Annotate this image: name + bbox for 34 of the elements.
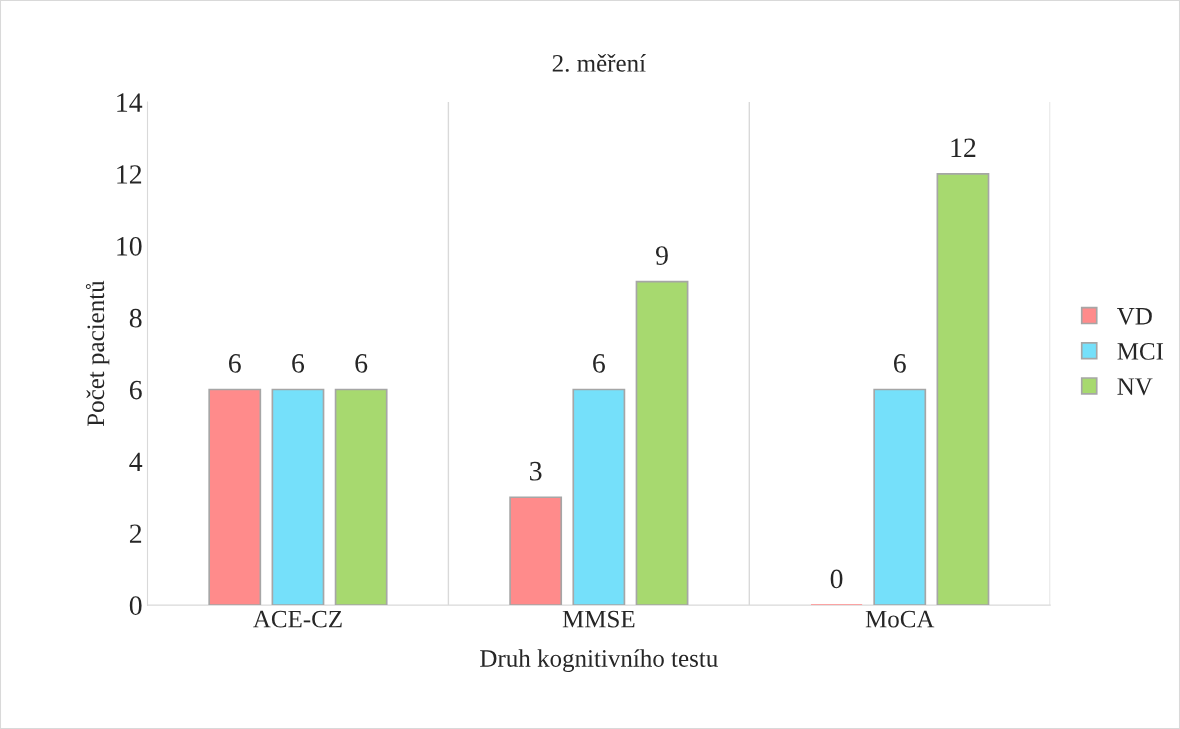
legend-label: VD xyxy=(1117,308,1152,325)
data-label: 12 xyxy=(951,138,976,157)
data-label: 3 xyxy=(530,461,542,481)
bar xyxy=(208,388,262,606)
y-tick-label: 4 xyxy=(129,452,143,471)
y-tick-label: 12 xyxy=(117,165,142,184)
bar xyxy=(509,496,563,606)
data-label: 9 xyxy=(655,246,668,265)
x-tick-label: ACE-CZ xyxy=(253,610,342,628)
data-label: 6 xyxy=(229,354,241,373)
y-tick-label: 8 xyxy=(129,308,142,328)
legend-label: NV xyxy=(1117,378,1153,396)
x-tick-label: MMSE xyxy=(562,610,635,628)
y-tick-label: 6 xyxy=(129,380,142,400)
data-label: 6 xyxy=(894,354,906,373)
data-label: 6 xyxy=(355,354,368,373)
data-label: 0 xyxy=(830,569,843,589)
data-label: 6 xyxy=(593,354,605,373)
x-tick-label: MoCA xyxy=(865,610,935,628)
bar xyxy=(334,388,388,606)
y-tick-label: 10 xyxy=(117,236,142,256)
legend-label: MCI xyxy=(1117,343,1164,360)
bar xyxy=(572,388,626,606)
data-label: 6 xyxy=(292,354,305,373)
bar xyxy=(873,388,927,606)
bar xyxy=(271,388,325,606)
bar xyxy=(635,280,689,606)
y-tick-label: 2 xyxy=(129,524,142,543)
bar xyxy=(936,173,990,606)
y-tick-label: 14 xyxy=(117,93,143,112)
x-axis-title: Druh kognitivního testu xyxy=(480,649,718,673)
chart-title: 2. měření xyxy=(552,54,646,72)
y-tick-label: 0 xyxy=(129,596,142,615)
y-axis-title: Počet pacientů xyxy=(85,280,110,427)
